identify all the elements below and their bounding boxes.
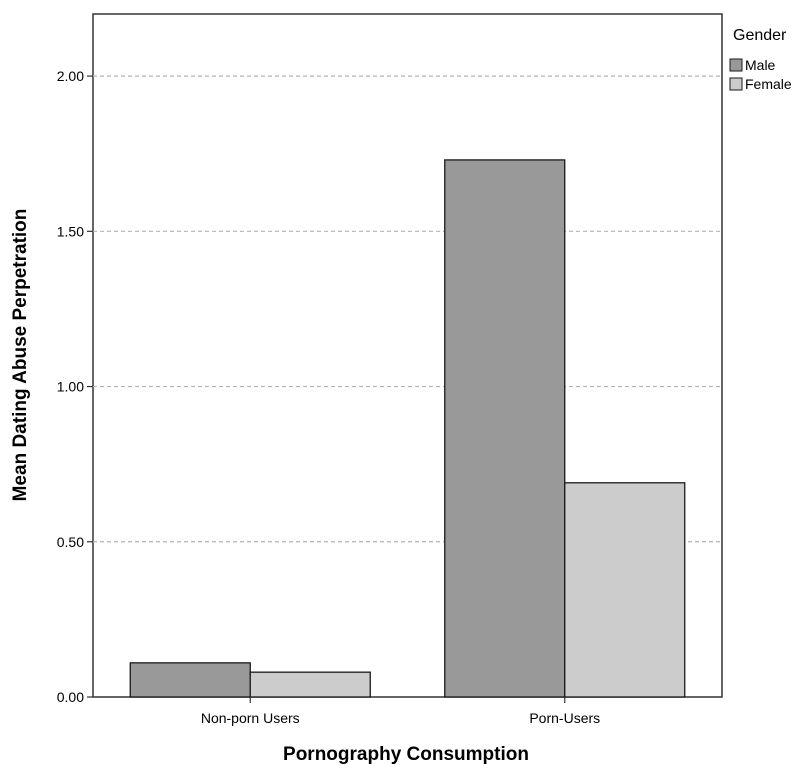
gridlines xyxy=(93,75,722,543)
x-axis: Non-porn Users Porn-Users xyxy=(201,697,600,726)
plot-frame xyxy=(92,13,723,698)
bar-female-2 xyxy=(564,482,686,698)
x-tick-label: Non-porn Users xyxy=(201,710,300,726)
x-axis-title: Pornography Consumption xyxy=(283,744,529,765)
bar-male-2 xyxy=(444,159,566,698)
y-axis: 0.00 0.50 1.00 1.50 2.00 xyxy=(57,68,93,705)
bars xyxy=(129,159,686,698)
y-tick-label: 2.00 xyxy=(57,68,84,84)
legend-title: Gender xyxy=(733,27,787,44)
legend: Gender Male Female xyxy=(729,27,792,92)
legend-swatch-female xyxy=(729,77,743,91)
x-tick-label: Porn-Users xyxy=(529,710,600,726)
bar-female-1 xyxy=(249,671,371,698)
y-tick-label: 1.50 xyxy=(57,223,84,239)
legend-label-female: Female xyxy=(745,76,792,92)
legend-label-male: Male xyxy=(745,57,776,73)
y-tick-label: 0.50 xyxy=(57,534,84,550)
y-tick-label: 1.00 xyxy=(57,379,84,395)
bar-male-1 xyxy=(129,662,251,698)
y-axis-title: Mean Dating Abuse Perpetration xyxy=(10,209,31,502)
y-tick-label: 0.00 xyxy=(57,689,84,705)
legend-swatch-male xyxy=(729,58,743,72)
